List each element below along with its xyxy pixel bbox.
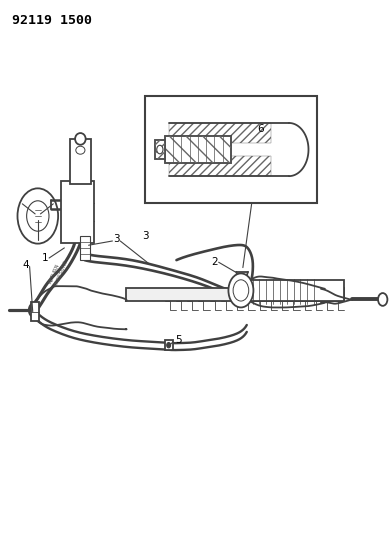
Text: 3: 3 [142, 231, 149, 241]
Bar [70, 139, 91, 184]
Text: 2: 2 [211, 257, 218, 267]
Text: PRESSURE: PRESSURE [54, 259, 69, 287]
Bar [155, 140, 165, 159]
Circle shape [167, 343, 171, 348]
Text: 6: 6 [257, 124, 264, 134]
Bar [80, 236, 90, 260]
Bar [165, 136, 231, 163]
Text: 1: 1 [42, 253, 49, 263]
Text: 92119 1500: 92119 1500 [13, 14, 93, 27]
Text: RETURN: RETURN [47, 263, 60, 284]
Text: 3: 3 [113, 234, 120, 244]
Bar [169, 156, 271, 176]
Circle shape [378, 293, 387, 306]
Ellipse shape [75, 133, 86, 145]
Bar [165, 340, 172, 351]
Bar [251, 280, 345, 301]
Text: 4: 4 [22, 261, 29, 270]
Bar [145, 96, 317, 203]
Bar [165, 136, 231, 163]
Circle shape [157, 146, 163, 154]
Circle shape [229, 273, 253, 308]
Bar [31, 302, 39, 321]
Bar [126, 288, 345, 301]
Bar [155, 140, 165, 159]
Bar [61, 181, 94, 243]
Bar [169, 123, 271, 143]
Text: 5: 5 [175, 335, 182, 345]
